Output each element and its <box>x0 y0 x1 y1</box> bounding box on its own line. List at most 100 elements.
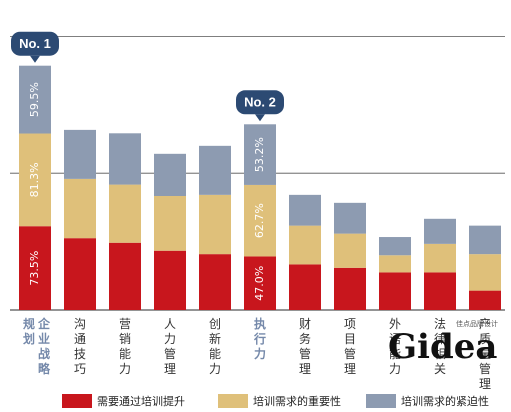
category-label: 划 <box>23 331 35 346</box>
bar-segment <box>199 145 231 195</box>
category-label: 理 <box>164 362 176 376</box>
bar-segment <box>64 129 96 179</box>
bar-segment <box>199 194 231 255</box>
category-label: 管 <box>479 361 491 376</box>
legend-label-1: 培训需求的重要性 <box>253 394 341 408</box>
category-label: 创 <box>209 317 221 331</box>
bar-segment <box>109 133 141 185</box>
category-label: 略 <box>38 361 51 376</box>
category-label: 量 <box>479 347 491 361</box>
category-label: 外 <box>389 317 401 331</box>
category-label: 业 <box>38 331 50 346</box>
bar-segment <box>334 202 366 234</box>
category-label: 能 <box>119 347 131 361</box>
rank-badge <box>11 31 59 56</box>
data-label: 53.2% <box>253 137 266 172</box>
category-label: 力 <box>254 346 266 361</box>
data-label: 73.5% <box>28 251 41 286</box>
rank-badge-label: No. 1 <box>19 36 51 51</box>
bar-segment <box>379 272 411 310</box>
category-label: 相 <box>434 347 446 361</box>
legend-swatch-2 <box>366 394 396 408</box>
legend-swatch-1 <box>218 394 248 408</box>
bar-segment <box>199 254 231 310</box>
rank-badge-label: No. 2 <box>244 95 276 110</box>
rank-badges: No. 1 No. 2 <box>11 31 284 122</box>
category-label: 关 <box>434 362 446 376</box>
watermark-logo: 佳点品牌设计 Gidea <box>388 319 498 367</box>
category-label: 律 <box>434 332 446 346</box>
bar-segment <box>19 226 51 310</box>
category-label: 理 <box>344 362 356 376</box>
category-label: 战 <box>38 346 50 361</box>
data-label: 81.3% <box>28 162 41 197</box>
category-label: 企 <box>37 316 51 331</box>
data-label: 62.7% <box>253 203 266 238</box>
category-label: 法 <box>434 317 446 331</box>
bar-segment <box>289 225 321 265</box>
bar-segment <box>154 153 186 196</box>
rank-badge-pointer <box>255 114 265 122</box>
category-label: 质 <box>479 332 491 346</box>
category-label: 行 <box>253 331 266 346</box>
category-label: 管 <box>164 346 176 361</box>
category-label: 人 <box>164 317 176 331</box>
category-label: 务 <box>299 331 311 346</box>
category-label: 理 <box>299 362 311 376</box>
category-label: 目 <box>344 332 356 346</box>
category-label: 产 <box>479 317 491 331</box>
bar-segment <box>64 178 96 239</box>
category-label: 管 <box>299 346 311 361</box>
legend-swatch-0 <box>62 394 92 408</box>
category-label: 力 <box>209 362 221 376</box>
category-label: 力 <box>164 332 176 346</box>
bar-segment <box>379 237 411 256</box>
bar-segment <box>469 225 501 255</box>
rank-badge-pointer <box>30 55 40 63</box>
legend-label-0: 需要通过培训提升 <box>97 394 185 408</box>
category-label: 力 <box>389 362 401 376</box>
bar-segment <box>424 243 456 273</box>
watermark-logo-text: Gidea <box>388 327 497 367</box>
bar-segment <box>154 250 186 310</box>
bar-segment <box>424 272 456 310</box>
category-label: 规 <box>23 316 35 331</box>
category-label: 通 <box>74 332 86 346</box>
bar-segment <box>154 196 186 251</box>
bar-segment <box>109 184 141 243</box>
category-label: 管 <box>344 346 356 361</box>
category-label: 新 <box>209 331 221 346</box>
legend-label-2: 培训需求的紧迫性 <box>401 394 489 408</box>
bar-segment <box>244 184 276 257</box>
bar-segment <box>424 218 456 244</box>
bar-segment <box>289 194 321 226</box>
bar-segment <box>334 267 366 310</box>
category-label: 营 <box>119 317 131 331</box>
bar-segment <box>109 242 141 310</box>
bar-segment <box>379 255 411 273</box>
category-label: 沟 <box>74 317 86 331</box>
data-labels: 73.5% 81.3% 59.5% 47.0% 62.7% 53.2% <box>28 82 266 301</box>
category-label: 能 <box>389 347 401 361</box>
category-label: 力 <box>119 362 131 376</box>
category-label: 执 <box>254 316 266 331</box>
bar-segment <box>469 290 501 310</box>
category-label: 技 <box>74 347 86 361</box>
bar-segment <box>19 65 51 134</box>
rank-badge <box>236 90 284 115</box>
bars <box>19 65 501 310</box>
bar-segment <box>289 264 321 310</box>
legend: 需要通过培训提升 培训需求的重要性 培训需求的紧迫性 <box>62 394 489 408</box>
category-label: 销 <box>119 332 131 346</box>
category-label: 项 <box>344 317 356 331</box>
category-label: 财 <box>299 317 311 331</box>
bar-segment <box>19 133 51 227</box>
bar-segment <box>469 254 501 291</box>
category-label: 巧 <box>74 362 86 376</box>
category-label: 语 <box>389 332 401 346</box>
bar-segment <box>244 256 276 310</box>
data-label: 47.0% <box>253 266 266 301</box>
category-labels: 规划企业战略沟通技巧营销能力人力管理创新能力执行力财务管理项目管理外语能力法律相… <box>23 316 491 391</box>
bar-segment <box>334 233 366 268</box>
